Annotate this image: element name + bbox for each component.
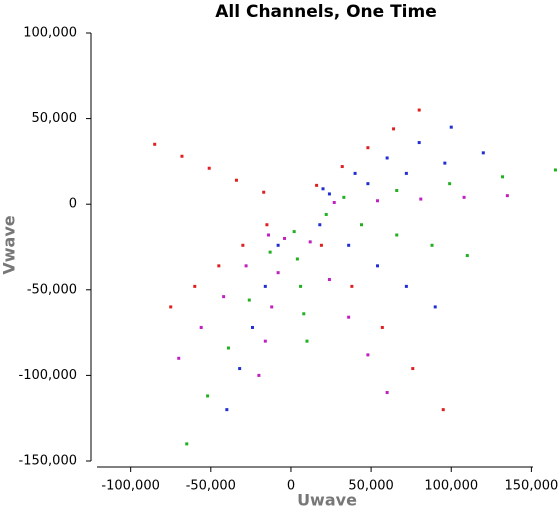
point — [395, 189, 399, 193]
point — [257, 373, 261, 377]
point — [207, 166, 211, 170]
point — [449, 125, 453, 129]
point — [417, 108, 421, 112]
point — [380, 325, 384, 329]
point — [270, 305, 274, 309]
point — [392, 127, 396, 131]
y-tick-label: -50,000 — [27, 282, 77, 297]
x-tick-label: 50,000 — [348, 479, 394, 494]
point — [366, 146, 370, 150]
y-axis-label: Vwave — [0, 215, 19, 274]
point — [265, 223, 269, 227]
point — [226, 346, 230, 350]
point — [417, 141, 421, 145]
point — [267, 233, 271, 237]
point — [319, 243, 323, 247]
point — [206, 394, 210, 398]
x-axis-label: Uwave — [297, 491, 357, 510]
point — [153, 142, 157, 146]
point — [247, 298, 251, 302]
x-tick-label: 100,000 — [424, 479, 478, 494]
x-tick-label: -100,000 — [101, 479, 159, 494]
point — [238, 367, 242, 371]
point — [347, 315, 351, 319]
point — [234, 178, 238, 182]
point — [308, 240, 312, 244]
point — [305, 339, 309, 343]
point — [299, 284, 303, 288]
point — [433, 305, 437, 309]
point — [448, 182, 452, 186]
point — [327, 192, 331, 196]
point — [481, 151, 485, 155]
point — [283, 236, 287, 240]
point — [263, 339, 267, 343]
point — [462, 195, 466, 199]
point — [385, 391, 389, 395]
x-tick-label: 150,000 — [505, 479, 559, 494]
point — [353, 171, 357, 175]
point — [217, 264, 221, 268]
point — [225, 408, 229, 412]
point — [185, 442, 189, 446]
point — [321, 187, 325, 191]
point — [404, 171, 408, 175]
point — [295, 257, 299, 261]
point — [332, 200, 336, 204]
point — [268, 250, 272, 254]
point — [262, 190, 266, 194]
point — [169, 305, 173, 309]
point — [465, 254, 469, 258]
point — [250, 325, 254, 329]
point — [302, 312, 306, 316]
point — [505, 194, 509, 198]
y-tick-label: -100,000 — [19, 368, 77, 383]
point — [324, 212, 328, 216]
chart-title: All Channels, One Time — [215, 2, 437, 22]
point — [366, 353, 370, 357]
point — [180, 154, 184, 158]
point — [222, 295, 226, 299]
point — [385, 156, 389, 160]
point — [199, 325, 203, 329]
point — [359, 223, 363, 227]
point — [276, 243, 280, 247]
point — [340, 165, 344, 169]
y-tick-label: 100,000 — [23, 26, 77, 41]
point — [342, 195, 346, 199]
point — [350, 284, 354, 288]
point — [241, 243, 245, 247]
point — [366, 182, 370, 186]
point — [193, 284, 197, 288]
point — [419, 197, 423, 201]
y-tick-label: 0 — [69, 197, 77, 212]
point — [441, 408, 445, 412]
point — [430, 243, 434, 247]
x-tick-label: -50,000 — [186, 479, 236, 494]
y-tick-label: 50,000 — [32, 111, 78, 126]
x-tick-label: 0 — [287, 479, 295, 494]
point — [263, 284, 267, 288]
point — [404, 284, 408, 288]
point — [276, 271, 280, 275]
point — [376, 199, 380, 203]
point — [315, 183, 319, 187]
point — [411, 367, 415, 371]
point — [501, 175, 505, 179]
point — [318, 223, 322, 227]
point — [327, 278, 331, 282]
point — [376, 264, 380, 268]
point — [443, 161, 447, 165]
point — [395, 233, 399, 237]
point — [177, 356, 181, 360]
point — [244, 264, 248, 268]
point — [292, 230, 296, 234]
y-tick-label: -150,000 — [19, 454, 77, 469]
point — [347, 243, 351, 247]
point — [553, 168, 557, 172]
